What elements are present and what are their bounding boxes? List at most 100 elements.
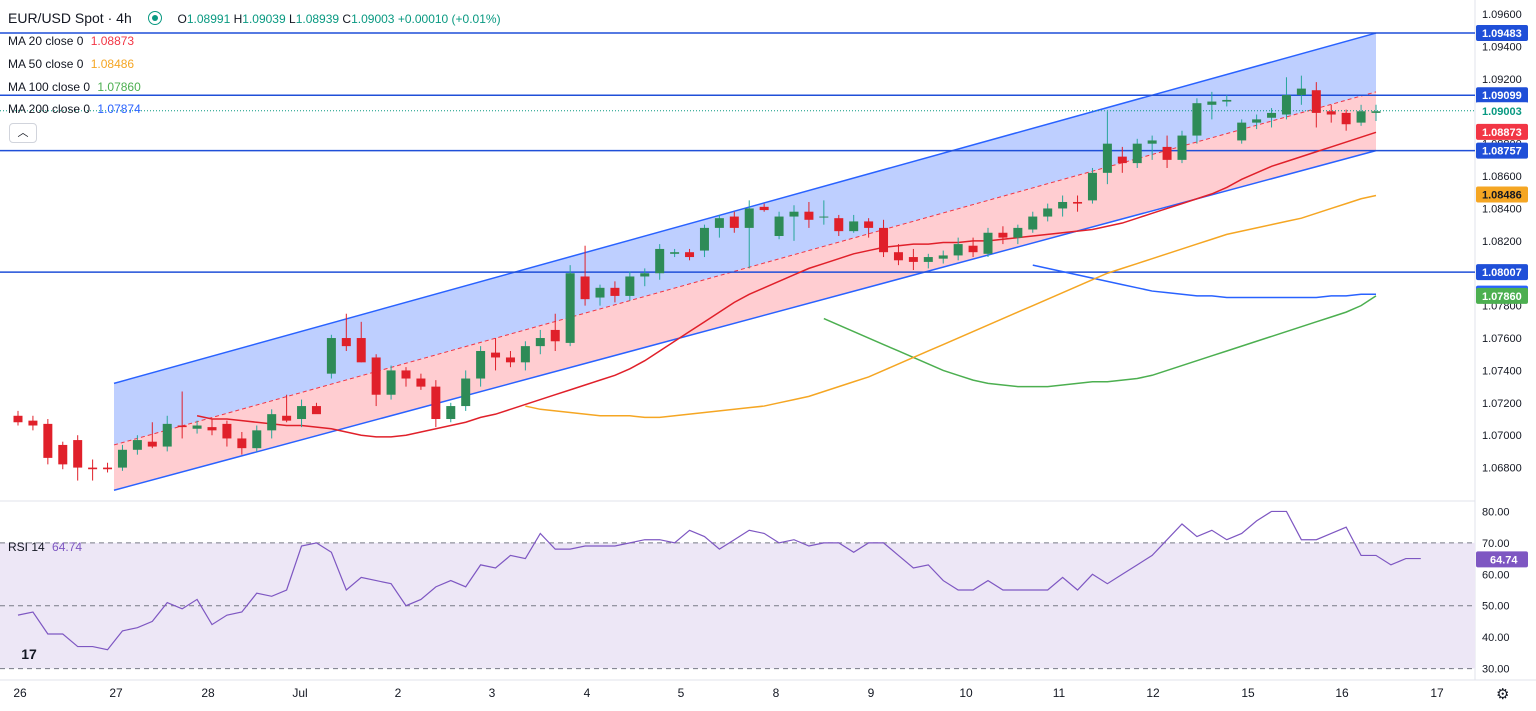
candle-76 — [1147, 140, 1157, 144]
ma100-legend[interactable]: MA 100 close 0 1.07860 — [8, 80, 141, 94]
price-label-4: 1.08757 — [1482, 146, 1522, 158]
candle-26 — [401, 370, 411, 379]
candle-57 — [864, 221, 874, 228]
price-tick-12: 1.07200 — [1482, 398, 1522, 410]
candle-63 — [953, 244, 963, 256]
candle-37 — [565, 273, 575, 343]
candle-2 — [43, 423, 53, 458]
price-label-3: 1.08873 — [1482, 127, 1522, 139]
candle-75 — [1132, 143, 1142, 164]
candle-56 — [849, 221, 859, 232]
candle-54 — [819, 216, 829, 218]
candle-74 — [1117, 156, 1127, 164]
time-tick-9: 9 — [868, 686, 875, 700]
candle-82 — [1237, 122, 1247, 141]
tradingview-logo[interactable]: 17 — [21, 646, 37, 662]
time-tick-11: 11 — [1053, 686, 1066, 700]
candle-44 — [670, 252, 680, 254]
price-tick-2: 1.09200 — [1482, 74, 1522, 86]
high-value: 1.09039 — [242, 12, 286, 26]
time-tick-12: 12 — [1146, 686, 1160, 700]
candle-70 — [1058, 201, 1068, 209]
candle-39 — [595, 287, 605, 298]
time-tick-15: 17 — [1430, 686, 1444, 700]
candle-6 — [103, 467, 113, 470]
ma20-legend[interactable]: MA 20 close 0 1.08873 — [8, 34, 135, 48]
price-label-6: 1.08007 — [1482, 267, 1522, 279]
candle-29 — [446, 406, 456, 420]
candle-1 — [28, 420, 38, 426]
price-tick-0: 1.09600 — [1482, 9, 1522, 21]
candle-59 — [893, 252, 903, 261]
candle-58 — [879, 227, 889, 253]
candle-60 — [908, 257, 918, 262]
ma200-legend[interactable]: MA 200 close 0 1.07874 — [8, 102, 141, 116]
candle-32 — [491, 352, 501, 358]
candle-80 — [1207, 101, 1217, 105]
time-tick-3: Jul — [292, 686, 307, 700]
price-tick-10: 1.07600 — [1482, 333, 1522, 345]
price-label-box-5 — [1476, 186, 1528, 203]
ma50-legend[interactable]: MA 50 close 0 1.08486 — [8, 57, 135, 71]
market-status-icon — [147, 11, 162, 25]
rsi-label-box — [1476, 551, 1528, 568]
channel-upper-line — [113, 32, 1377, 385]
candle-10 — [162, 423, 172, 447]
price-label-5: 1.08486 — [1482, 190, 1522, 202]
candle-47 — [714, 218, 724, 228]
gear-icon[interactable]: ⚙ — [1496, 686, 1510, 703]
candle-72 — [1087, 172, 1097, 201]
price-tick-5: 1.08600 — [1482, 171, 1522, 183]
candle-65 — [983, 232, 993, 254]
candle-66 — [998, 232, 1008, 238]
candle-4 — [73, 440, 83, 468]
chevron-up-icon: ︿ — [17, 127, 29, 139]
rsi-tick-3: 50.00 — [1482, 601, 1510, 613]
candle-19 — [297, 406, 307, 420]
candle-3 — [58, 444, 68, 465]
ma200-value: 1.07874 — [97, 102, 141, 116]
channel-upper-fill — [114, 33, 1376, 445]
candle-53 — [804, 211, 814, 220]
close-value: 1.09003 — [351, 12, 395, 26]
candle-41 — [625, 276, 635, 296]
time-tick-0: 26 — [13, 686, 27, 700]
time-tick-2: 28 — [201, 686, 215, 700]
candle-64 — [968, 245, 978, 253]
price-tick-7: 1.08200 — [1482, 236, 1522, 248]
candle-13 — [207, 427, 217, 431]
candle-15 — [237, 438, 247, 449]
candle-24 — [371, 357, 381, 395]
rsi-label: 64.74 — [1490, 554, 1518, 566]
price-label-box-1 — [1476, 87, 1528, 104]
price-label-box-6 — [1476, 264, 1528, 281]
rsi-legend[interactable]: RSI 14 64.74 — [8, 540, 83, 554]
price-tick-14: 1.06800 — [1482, 463, 1522, 475]
collapse-legend-button[interactable]: ︿ — [9, 123, 37, 143]
candle-50 — [759, 206, 769, 211]
ma100-line — [823, 295, 1377, 388]
candle-55 — [834, 218, 844, 232]
candle-20 — [311, 406, 321, 415]
candle-45 — [685, 252, 695, 258]
price-label-0: 1.09483 — [1482, 28, 1522, 40]
time-tick-8: 8 — [773, 686, 780, 700]
rsi-tick-4: 40.00 — [1482, 632, 1510, 644]
channel-lower-fill — [114, 91, 1376, 491]
candle-33 — [505, 357, 515, 363]
candle-85 — [1281, 95, 1291, 115]
open-value: 1.08991 — [186, 12, 231, 26]
candle-86 — [1296, 88, 1306, 96]
price-label-box-3 — [1476, 123, 1528, 140]
candle-52 — [789, 211, 799, 217]
interval-label: 4h — [116, 10, 132, 26]
time-tick-13: 15 — [1241, 686, 1255, 700]
price-tick-11: 1.07400 — [1482, 365, 1522, 377]
candle-84 — [1267, 112, 1277, 118]
time-tick-1: 27 — [109, 686, 123, 700]
price-tick-6: 1.08400 — [1482, 203, 1522, 215]
candle-46 — [699, 227, 709, 251]
candle-34 — [520, 346, 530, 363]
candle-5 — [88, 467, 98, 470]
